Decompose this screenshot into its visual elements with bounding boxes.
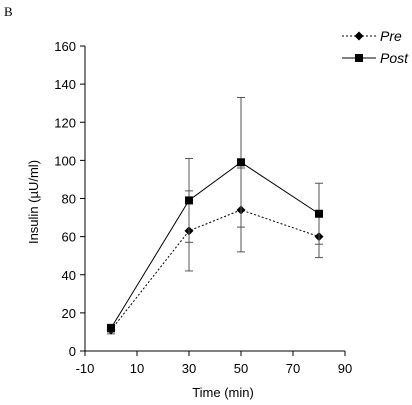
pre-line xyxy=(110,209,320,331)
legend-marker-square xyxy=(355,54,363,62)
y-axis-title: Insulin (µU/ml) xyxy=(26,160,41,244)
y-tick-label: 20 xyxy=(62,306,76,321)
y-tick-label: 40 xyxy=(62,268,76,283)
post-point xyxy=(185,196,193,205)
series-layer xyxy=(106,96,324,335)
post-point xyxy=(107,324,115,333)
post-point xyxy=(315,209,323,218)
x-tick-label: 10 xyxy=(130,361,144,376)
legend: Pre Post xyxy=(342,28,409,66)
axes xyxy=(84,46,345,352)
y-tick-label: 160 xyxy=(54,39,76,54)
panel-label: B xyxy=(4,4,13,19)
y-tick-label: 80 xyxy=(62,192,76,207)
x-tick-label: 90 xyxy=(338,361,352,376)
legend-item-pre: Pre xyxy=(342,28,402,44)
x-axis-title: Time (min) xyxy=(192,385,254,400)
series-post xyxy=(107,96,323,333)
y-tick-label: 100 xyxy=(54,153,76,168)
x-tick-label: -10 xyxy=(76,361,95,376)
legend-label: Pre xyxy=(380,28,402,44)
y-axis-ticks: 0 20 40 60 80 100 120 140 160 xyxy=(54,39,85,359)
post-line xyxy=(110,161,320,329)
legend-marker-diamond xyxy=(354,31,364,41)
x-tick-label: 30 xyxy=(182,361,196,376)
series-pre xyxy=(106,167,324,335)
x-tick-label: 70 xyxy=(286,361,300,376)
legend-label: Post xyxy=(380,50,409,66)
y-tick-label: 60 xyxy=(62,230,76,245)
y-tick-label: 120 xyxy=(54,115,76,130)
y-tick-label: 140 xyxy=(54,77,76,92)
y-tick-label: 0 xyxy=(69,344,76,359)
legend-item-post: Post xyxy=(342,50,409,66)
x-tick-label: 50 xyxy=(234,361,248,376)
x-axis-ticks: -10 10 30 50 70 90 xyxy=(76,351,352,376)
post-point xyxy=(237,158,245,167)
